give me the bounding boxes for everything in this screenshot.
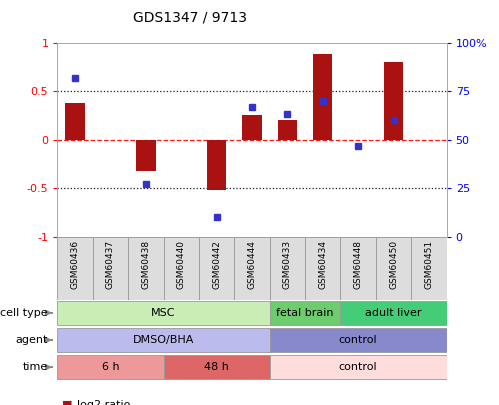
Text: adult liver: adult liver <box>365 308 422 318</box>
Bar <box>93 237 128 300</box>
Bar <box>65 103 85 140</box>
Text: GSM60448: GSM60448 <box>354 240 363 289</box>
Bar <box>411 237 447 300</box>
Text: control: control <box>339 335 377 345</box>
Bar <box>269 237 305 300</box>
Text: GSM60440: GSM60440 <box>177 240 186 289</box>
Bar <box>207 140 227 190</box>
Text: GSM60451: GSM60451 <box>425 240 434 289</box>
Text: 48 h: 48 h <box>204 362 229 372</box>
Text: GSM60433: GSM60433 <box>283 240 292 289</box>
Text: GSM60438: GSM60438 <box>141 240 150 289</box>
Text: 6 h: 6 h <box>102 362 119 372</box>
Text: GSM60436: GSM60436 <box>70 240 79 289</box>
Text: log2 ratio: log2 ratio <box>77 400 131 405</box>
Bar <box>243 115 261 140</box>
Bar <box>136 140 156 171</box>
Text: control: control <box>339 362 377 372</box>
Bar <box>384 62 403 140</box>
Bar <box>305 237 340 300</box>
Bar <box>199 237 235 300</box>
Text: MSC: MSC <box>151 308 176 318</box>
Bar <box>57 328 269 352</box>
Text: GSM60444: GSM60444 <box>248 240 256 289</box>
Text: GSM60450: GSM60450 <box>389 240 398 289</box>
Bar <box>340 301 447 325</box>
Text: fetal brain: fetal brain <box>276 308 334 318</box>
Bar <box>269 301 340 325</box>
Bar <box>340 237 376 300</box>
Bar <box>57 355 164 379</box>
Bar <box>164 237 199 300</box>
Text: ■: ■ <box>62 400 73 405</box>
Text: GDS1347 / 9713: GDS1347 / 9713 <box>133 10 247 24</box>
Bar <box>57 237 93 300</box>
Text: GSM60442: GSM60442 <box>212 240 221 289</box>
Text: GSM60434: GSM60434 <box>318 240 327 289</box>
Text: agent: agent <box>15 335 48 345</box>
Bar <box>376 237 411 300</box>
Bar <box>277 120 297 140</box>
Text: DMSO/BHA: DMSO/BHA <box>133 335 194 345</box>
Text: time: time <box>22 362 48 372</box>
Text: GSM60437: GSM60437 <box>106 240 115 289</box>
Bar <box>313 54 332 140</box>
Bar <box>128 237 164 300</box>
Bar <box>235 237 269 300</box>
Bar <box>269 328 447 352</box>
Bar <box>269 355 447 379</box>
Text: cell type: cell type <box>0 308 48 318</box>
Bar <box>164 355 269 379</box>
Bar <box>57 301 269 325</box>
